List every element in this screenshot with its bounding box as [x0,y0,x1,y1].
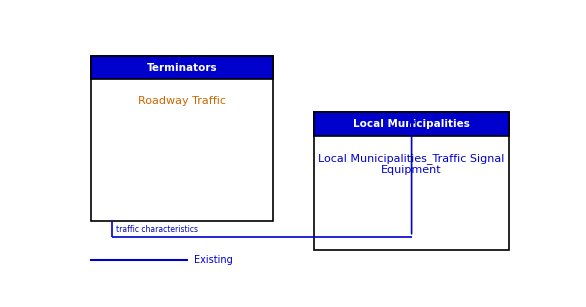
Text: Local Municipalities: Local Municipalities [353,119,470,129]
Text: Local Municipalities_Traffic Signal
Equipment: Local Municipalities_Traffic Signal Equi… [318,153,505,175]
Text: Existing: Existing [193,255,233,265]
Bar [91,56,273,221]
Bar [314,112,509,136]
Text: Roadway Traffic: Roadway Traffic [138,96,226,106]
Bar [314,112,509,136]
Text: traffic characteristics: traffic characteristics [117,225,199,234]
Bar [91,56,273,80]
Bar [91,56,273,80]
Text: Terminators: Terminators [147,63,217,72]
Bar [314,112,509,250]
